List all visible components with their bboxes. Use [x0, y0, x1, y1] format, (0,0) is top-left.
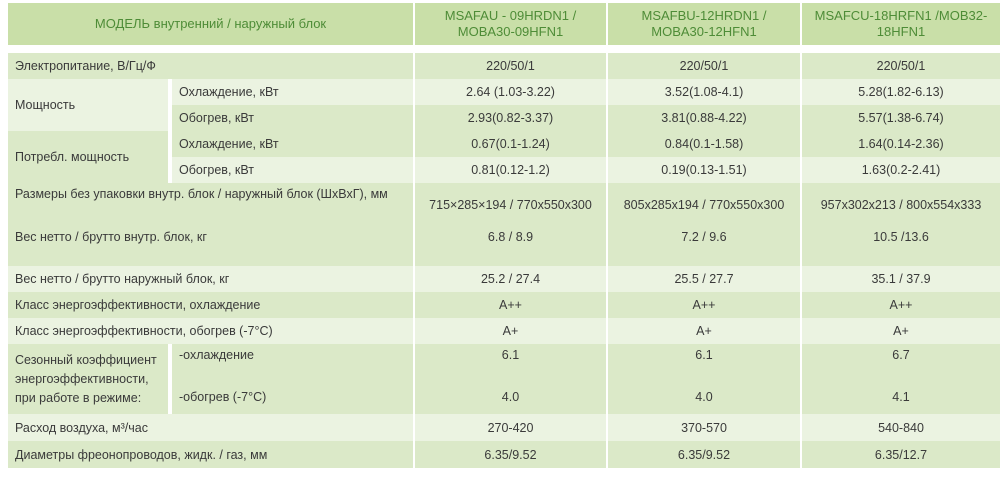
cell: 0.19(0.13-1.51) — [608, 157, 802, 183]
cell: A+ — [802, 318, 1000, 344]
model-2: MSAFBU-12HRDN1 / MOBA30-12HFN1 — [608, 3, 802, 45]
row-label: Сезонный коэффициент энергоэффективности… — [8, 344, 170, 414]
cell: 25.2 / 27.4 — [415, 266, 608, 292]
cell: 370-570 — [608, 414, 802, 441]
cell: 957x302x213 / 800x554x333 — [802, 183, 1000, 226]
model-label: МОДЕЛЬ внутренний / наружный блок — [8, 3, 415, 45]
cell: 4.0 — [415, 379, 608, 414]
cell: 6.35/9.52 — [608, 441, 802, 468]
table-row: Потребл. мощность Охлаждение, кВт 0.67(0… — [8, 131, 1000, 183]
sub-label: Охлаждение, кВт — [170, 79, 415, 105]
cell: 25.5 / 27.7 — [608, 266, 802, 292]
cell: 5.57(1.38-6.74) — [802, 105, 1000, 131]
table-row: Мощность Охлаждение, кВт 2.64 (1.03-3.22… — [8, 79, 1000, 131]
cell: 2.64 (1.03-3.22) — [415, 79, 608, 105]
row-label: Расход воздуха, м³/час — [8, 414, 415, 441]
table-row: Расход воздуха, м³/час 270-420 370-570 5… — [8, 414, 1000, 441]
cell: 270-420 — [415, 414, 608, 441]
cell: 0.67(0.1-1.24) — [415, 131, 608, 157]
table-row: Электропитание, В/Гц/Ф 220/50/1 220/50/1… — [8, 53, 1000, 79]
cell: 6.7 — [802, 344, 1000, 379]
sub-label: Обогрев, кВт — [170, 157, 415, 183]
table-row: Сезонный коэффициент энергоэффективности… — [8, 344, 1000, 414]
cell: 3.52(1.08-4.1) — [608, 79, 802, 105]
spec-table: Электропитание, В/Гц/Ф 220/50/1 220/50/1… — [8, 53, 1000, 468]
row-label: Диаметры фреонопроводов, жидк. / газ, мм — [8, 441, 415, 468]
cell: A++ — [415, 292, 608, 318]
cell: 805x285x194 / 770x550x300 — [608, 183, 802, 226]
table-row: Класс энергоэффективности, охлаждение A+… — [8, 292, 1000, 318]
cell: 6.1 — [608, 344, 802, 379]
cell: A++ — [608, 292, 802, 318]
table-row: Обогрев, кВт 0.81(0.12-1.2) 0.19(0.13-1.… — [8, 157, 1000, 183]
model-3: MSAFCU-18HRFN1 /MOB32-18HFN1 — [802, 3, 1000, 45]
table-row: Класс энергоэффективности, обогрев (-7°C… — [8, 318, 1000, 344]
table-row: Обогрев, кВт 2.93(0.82-3.37) 3.81(0.88-4… — [8, 105, 1000, 131]
cell: A+ — [608, 318, 802, 344]
model-1: MSAFAU - 09HRDN1 / MOBA30-09HFN1 — [415, 3, 608, 45]
cell: 35.1 / 37.9 — [802, 266, 1000, 292]
cell: 3.81(0.88-4.22) — [608, 105, 802, 131]
row-label: Мощность — [8, 79, 170, 131]
cell: 1.64(0.14-2.36) — [802, 131, 1000, 157]
cell: 540-840 — [802, 414, 1000, 441]
cell: 2.93(0.82-3.37) — [415, 105, 608, 131]
table-row: Вес нетто / брутто внутр. блок, кг 6.8 /… — [8, 226, 1000, 266]
cell: 715×285×194 / 770x550x300 — [415, 183, 608, 226]
sub-label: -охлаждение — [170, 344, 415, 379]
cell: 10.5 /13.6 — [802, 226, 1000, 266]
cell: 0.81(0.12-1.2) — [415, 157, 608, 183]
cell: 5.28(1.82-6.13) — [802, 79, 1000, 105]
table-row: Размеры без упаковки внутр. блок / наруж… — [8, 183, 1000, 226]
cell: 6.1 — [415, 344, 608, 379]
sub-label: Охлаждение, кВт — [170, 131, 415, 157]
cell: 220/50/1 — [802, 53, 1000, 79]
row-label: Класс энергоэффективности, обогрев (-7°C… — [8, 318, 415, 344]
table-row: Вес нетто / брутто наружный блок, кг 25.… — [8, 266, 1000, 292]
row-label: Электропитание, В/Гц/Ф — [8, 53, 415, 79]
cell: 0.84(0.1-1.58) — [608, 131, 802, 157]
cell: 4.0 — [608, 379, 802, 414]
cell: 220/50/1 — [415, 53, 608, 79]
cell: A++ — [802, 292, 1000, 318]
row-label: Класс энергоэффективности, охлаждение — [8, 292, 415, 318]
row-label: Вес нетто / брутто внутр. блок, кг — [8, 226, 415, 266]
sub-label: -обогрев (-7°C) — [170, 379, 415, 414]
cell: 6.35/9.52 — [415, 441, 608, 468]
cell: 7.2 / 9.6 — [608, 226, 802, 266]
row-label: Потребл. мощность — [8, 131, 170, 183]
cell: 220/50/1 — [608, 53, 802, 79]
cell: 1.63(0.2-2.41) — [802, 157, 1000, 183]
table-row: Диаметры фреонопроводов, жидк. / газ, мм… — [8, 441, 1000, 468]
cell: 4.1 — [802, 379, 1000, 414]
cell: 6.8 / 8.9 — [415, 226, 608, 266]
sub-label: Обогрев, кВт — [170, 105, 415, 131]
spec-table-header: МОДЕЛЬ внутренний / наружный блок MSAFAU… — [8, 3, 1000, 45]
row-label: Вес нетто / брутто наружный блок, кг — [8, 266, 415, 292]
cell: 6.35/12.7 — [802, 441, 1000, 468]
table-row: -обогрев (-7°C) 4.0 4.0 4.1 — [8, 379, 1000, 414]
row-label: Размеры без упаковки внутр. блок / наруж… — [8, 183, 415, 226]
cell: A+ — [415, 318, 608, 344]
